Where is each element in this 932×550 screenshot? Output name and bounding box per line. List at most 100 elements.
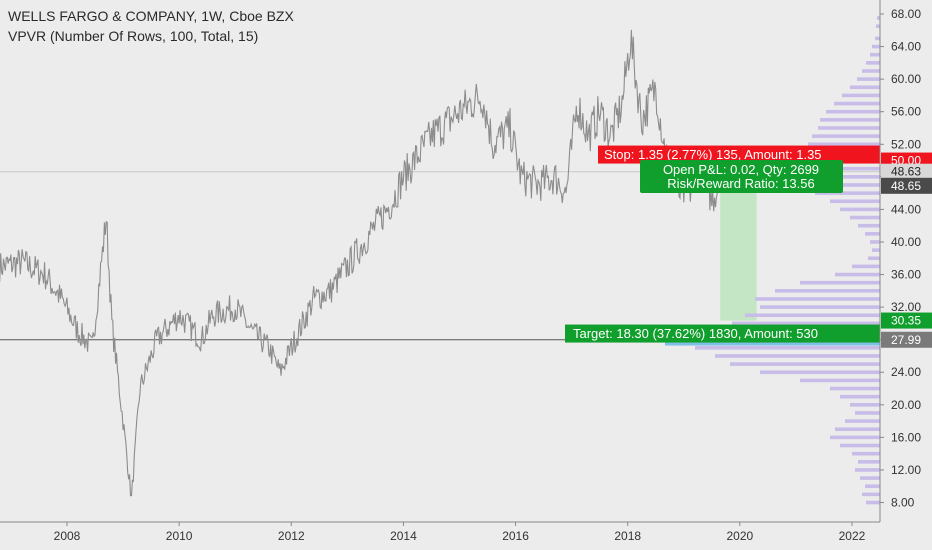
price-series-line — [0, 29, 721, 497]
pnl-box-background — [640, 160, 843, 193]
price-tag-label: 30.35 — [891, 314, 921, 328]
y-tick-label: 44.00 — [891, 202, 921, 216]
risk-reward-text: Risk/Reward Ratio: 13.56 — [667, 176, 814, 191]
y-tick-label: 16.00 — [891, 430, 921, 444]
x-axis-ticks: 2008 2010 2012 2014 2016 2018 2020 2022 — [54, 522, 866, 543]
y-tick-label: 8.00 — [891, 496, 915, 510]
price-tag-label: 48.65 — [891, 179, 921, 193]
volume-profile-row — [857, 77, 880, 81]
price-tag — [881, 163, 932, 180]
chart-title: WELLS FARGO & COMPANY, 1W, Cboe BZX — [8, 8, 294, 24]
price-tag — [881, 177, 932, 194]
volume-profile-row — [855, 468, 880, 472]
target-label-background — [565, 324, 880, 343]
y-tick-label: 68.00 — [891, 7, 921, 21]
volume-profile-row — [835, 272, 880, 277]
volume-profile-row — [850, 215, 880, 220]
volume-profile-row — [876, 24, 880, 29]
x-tick-label: 2014 — [390, 529, 417, 543]
x-tick-label: 2018 — [614, 529, 641, 543]
volume-profile-row — [732, 321, 880, 326]
price-tag-label: 48.63 — [891, 165, 921, 179]
x-tick-label: 2010 — [166, 529, 193, 543]
indicator-label: VPVR (Number Of Rows, 100, Total, 15) — [8, 28, 259, 44]
volume-profile-row — [820, 118, 880, 122]
volume-profile-row — [858, 460, 880, 464]
volume-profile-row — [826, 109, 880, 114]
y-tick-label: 40.00 — [891, 235, 921, 249]
volume-profile-row — [845, 419, 880, 423]
y-tick-label: 52.00 — [891, 137, 921, 151]
volume-profile-row — [818, 126, 880, 130]
price-tag — [881, 312, 932, 329]
volume-profile-row — [760, 305, 880, 309]
volume-profile-row — [860, 476, 880, 480]
volume-profile-row — [815, 191, 880, 195]
target-label-text: Target: 18.30 (37.62%) 1830, Amount: 530 — [573, 326, 818, 341]
volume-profile-row — [775, 289, 880, 293]
volume-profile-row — [830, 199, 880, 204]
stop-label: Stop: 1.35 (2.77%) 135, Amount: 1.35 — [598, 145, 880, 164]
volume-profile-row — [800, 280, 880, 285]
volume-profile-row — [755, 297, 880, 301]
y-tick-label: 24.00 — [891, 365, 921, 379]
volume-profile-row — [760, 370, 880, 375]
volume-profile-row — [842, 93, 880, 98]
volume-profile-row — [835, 427, 880, 432]
volume-profile-row — [870, 52, 880, 57]
y-tick-label: 12.00 — [891, 463, 921, 477]
volume-profile-row — [858, 223, 880, 228]
volume-profile-row — [872, 44, 880, 49]
price-tag-label: 27.99 — [891, 333, 921, 347]
volume-profile-row — [800, 378, 880, 383]
volume-profile-row — [862, 492, 880, 497]
volume-profile-row — [715, 354, 880, 358]
volume-profile-row — [872, 248, 880, 252]
volume-profile-row — [850, 403, 880, 407]
reward-zone — [720, 171, 757, 321]
volume-profile-row — [865, 232, 880, 236]
volume-profile-row — [730, 362, 880, 366]
volume-profile-row — [840, 394, 880, 399]
volume-profile-row — [808, 142, 880, 147]
volume-profile-row — [855, 411, 880, 415]
stop-label-background — [598, 145, 880, 164]
x-tick-label: 2022 — [839, 529, 866, 543]
stop-label-text: Stop: 1.35 (2.77%) 135, Amount: 1.35 — [604, 147, 822, 162]
volume-profile-row — [840, 207, 880, 212]
volume-profile-row — [830, 435, 880, 440]
y-axis-ticks: 8.0012.0016.0020.0024.0028.0032.0036.004… — [880, 7, 921, 510]
y-tick-label: 56.00 — [891, 105, 921, 119]
volume-profile-row — [850, 85, 880, 90]
volume-profile-row — [665, 341, 880, 346]
volume-profile-row — [812, 134, 880, 138]
volume-profile-row — [830, 386, 880, 391]
x-tick-label: 2020 — [726, 529, 753, 543]
y-tick-label: 20.00 — [891, 398, 921, 412]
volume-profile-row — [745, 313, 880, 318]
volume-profile-row — [852, 264, 880, 269]
target-label: Target: 18.30 (37.62%) 1830, Amount: 530 — [565, 324, 880, 343]
volume-profile-row — [840, 443, 880, 448]
volume-profile-row — [862, 69, 880, 73]
volume-profile-row — [695, 346, 880, 350]
price-tag — [881, 331, 932, 348]
x-tick-label: 2008 — [54, 529, 81, 543]
x-tick-label: 2012 — [278, 529, 305, 543]
volume-profile-row — [875, 36, 880, 41]
volume-profile-row — [866, 61, 880, 65]
volume-profile-row — [866, 500, 880, 505]
y-tick-label: 64.00 — [891, 40, 921, 54]
volume-profile-row — [868, 256, 880, 261]
pnl-label-text: Open P&L: 0.02, Qty: 2699 — [663, 162, 819, 177]
volume-profile-row — [852, 451, 880, 456]
volume-profile-row — [870, 240, 880, 244]
volume-profile-row — [865, 484, 880, 489]
volume-profile-row — [877, 16, 880, 20]
volume-profile-row — [834, 101, 880, 106]
y-tick-label: 32.00 — [891, 300, 921, 314]
